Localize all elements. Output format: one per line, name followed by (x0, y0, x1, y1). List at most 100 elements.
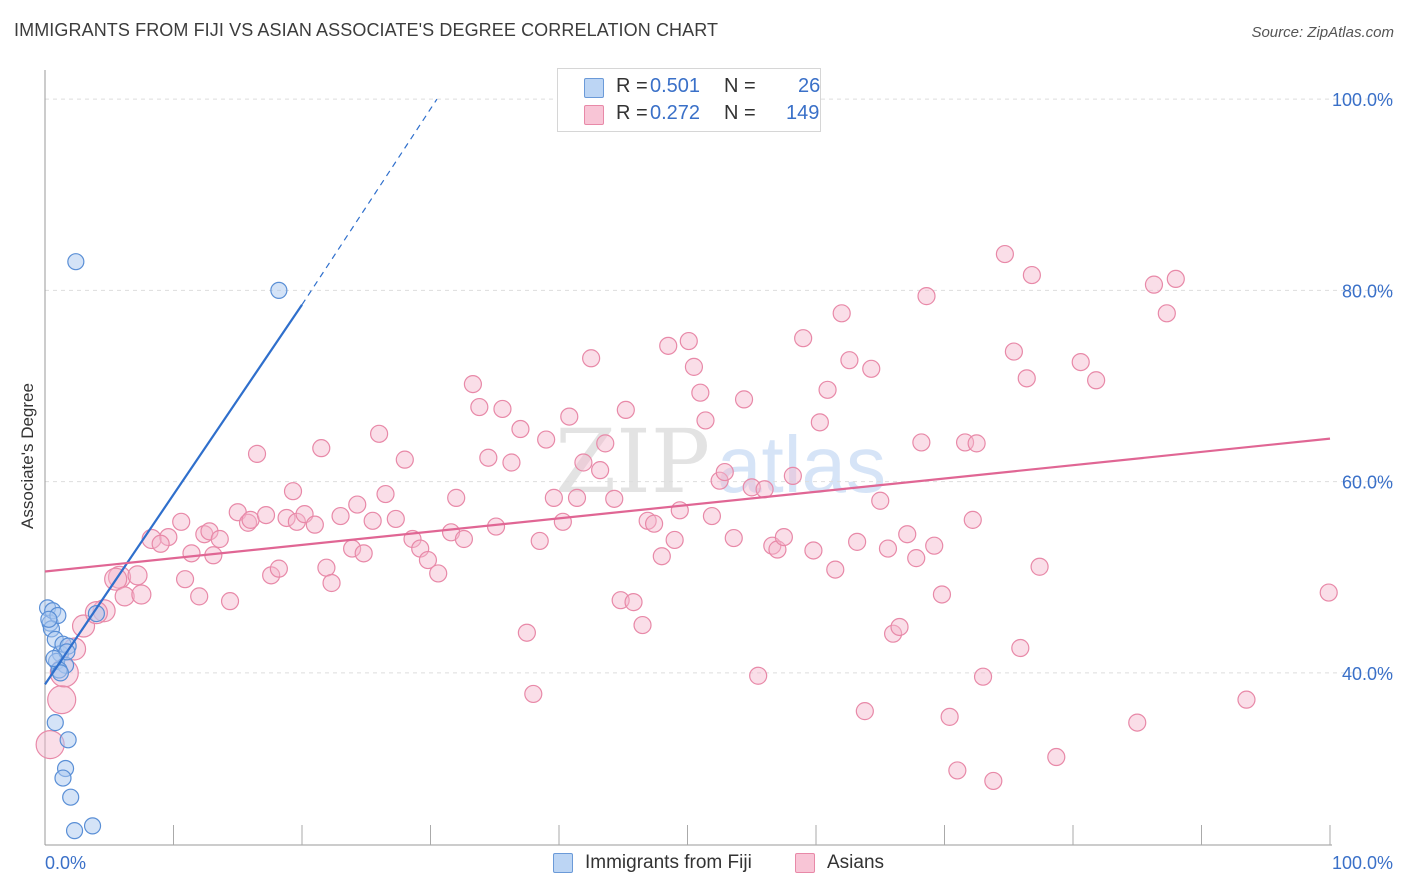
asians-point (848, 532, 867, 551)
asians-point (560, 407, 579, 426)
x-ticks (173, 825, 1331, 845)
asians-point (172, 512, 191, 531)
asians-point (131, 584, 152, 605)
asians-point (624, 593, 643, 612)
asians-point (241, 510, 260, 529)
asians-point (553, 512, 572, 531)
asians-point (429, 564, 448, 583)
asians-point (925, 536, 944, 555)
asians-point (517, 623, 536, 642)
asians-point (35, 729, 65, 760)
asians-point (1004, 342, 1023, 361)
y-tick-label: 40.0% (1342, 664, 1393, 684)
fiji-point (54, 769, 72, 787)
asians-point (995, 244, 1014, 264)
asians-point (963, 510, 982, 529)
asians-point (447, 488, 466, 507)
bottom-legend-swatch-fiji (553, 853, 573, 873)
asians-point (114, 586, 135, 607)
asians-point (454, 529, 474, 549)
fiji-point (65, 822, 84, 840)
asians-point (948, 761, 967, 780)
asians-point (493, 399, 512, 419)
asians-point (804, 541, 823, 560)
asians-point (502, 453, 521, 472)
asians-point (470, 397, 489, 417)
asians-point (696, 411, 715, 430)
asians-point (691, 383, 710, 402)
asians-point (783, 466, 802, 485)
asians-point (283, 482, 303, 501)
asians-point (544, 488, 563, 507)
asians-point (1144, 275, 1164, 294)
asians-point (967, 434, 986, 453)
asians-point (151, 534, 170, 553)
asians-point (269, 559, 288, 578)
asians-point (652, 547, 671, 566)
asians-point (386, 509, 405, 529)
asians-point (175, 570, 195, 589)
asians-point (749, 666, 768, 685)
asians-point (1030, 557, 1049, 576)
legend-r-label: R = (616, 75, 648, 97)
asians-point (890, 617, 909, 637)
asians-point (917, 287, 936, 306)
fiji-point (87, 604, 106, 623)
asians-point (715, 462, 734, 482)
asians-point (940, 707, 959, 726)
asians-point (348, 495, 367, 514)
y-tick-labels: 40.0% 60.0% 80.0% 100.0% (1332, 90, 1393, 684)
asians-point (331, 506, 350, 526)
fiji-point (62, 788, 80, 806)
asians-point (530, 531, 549, 551)
fiji-trend-line (44, 304, 303, 685)
asians-point (1022, 265, 1041, 285)
fiji-point (270, 281, 288, 299)
asians-point (305, 515, 324, 534)
asians-point (840, 351, 859, 370)
asians-point (47, 685, 77, 715)
y-tick-label: 80.0% (1342, 281, 1393, 301)
asians-point (774, 527, 793, 547)
asians-point (883, 624, 903, 643)
fiji-point (46, 713, 64, 732)
asians-point (370, 424, 389, 443)
asians-point (679, 331, 698, 351)
watermark: ZIP atlas (555, 410, 886, 513)
asians-point (582, 349, 601, 368)
asians-point (1157, 304, 1176, 323)
asians-point (210, 529, 229, 549)
asians-point (973, 667, 993, 686)
asians-point (605, 489, 624, 508)
asians-point (1017, 369, 1036, 388)
fiji-point (67, 253, 85, 271)
legend-r-value: 0.501 (650, 75, 701, 97)
asians-point (247, 444, 267, 463)
y-axis-label: Associate's Degree (18, 383, 37, 529)
fiji-point (83, 817, 102, 835)
chart-title: IMMIGRANTS FROM FIJI VS ASIAN ASSOCIATE'… (14, 20, 719, 40)
legend-n-value: 149 (786, 102, 820, 124)
asians-point (418, 550, 438, 570)
asians-point (567, 488, 587, 507)
asians-point (734, 390, 754, 409)
asians-point (256, 505, 276, 525)
asians-trend-line (44, 437, 1331, 573)
asians-point (1047, 747, 1066, 767)
asians-point (317, 558, 336, 577)
x-tick-label: 0.0% (45, 853, 86, 873)
asians-point (984, 771, 1003, 791)
asians-point (898, 525, 917, 544)
asians-point (710, 471, 729, 490)
asians-point (200, 522, 219, 541)
asians-point (659, 336, 678, 355)
correlation-legend: R = 0.501 N = 26 R = 0.272 N = 149 (557, 68, 821, 132)
asians-point (878, 539, 898, 558)
asians-point (277, 508, 296, 528)
legend-r-label: R = (616, 102, 648, 124)
watermark-zip: ZIP (555, 410, 710, 513)
fiji-point (59, 731, 77, 749)
legend-swatch-asians (584, 105, 604, 125)
asians-point (826, 560, 845, 579)
asians-point (1071, 352, 1090, 372)
